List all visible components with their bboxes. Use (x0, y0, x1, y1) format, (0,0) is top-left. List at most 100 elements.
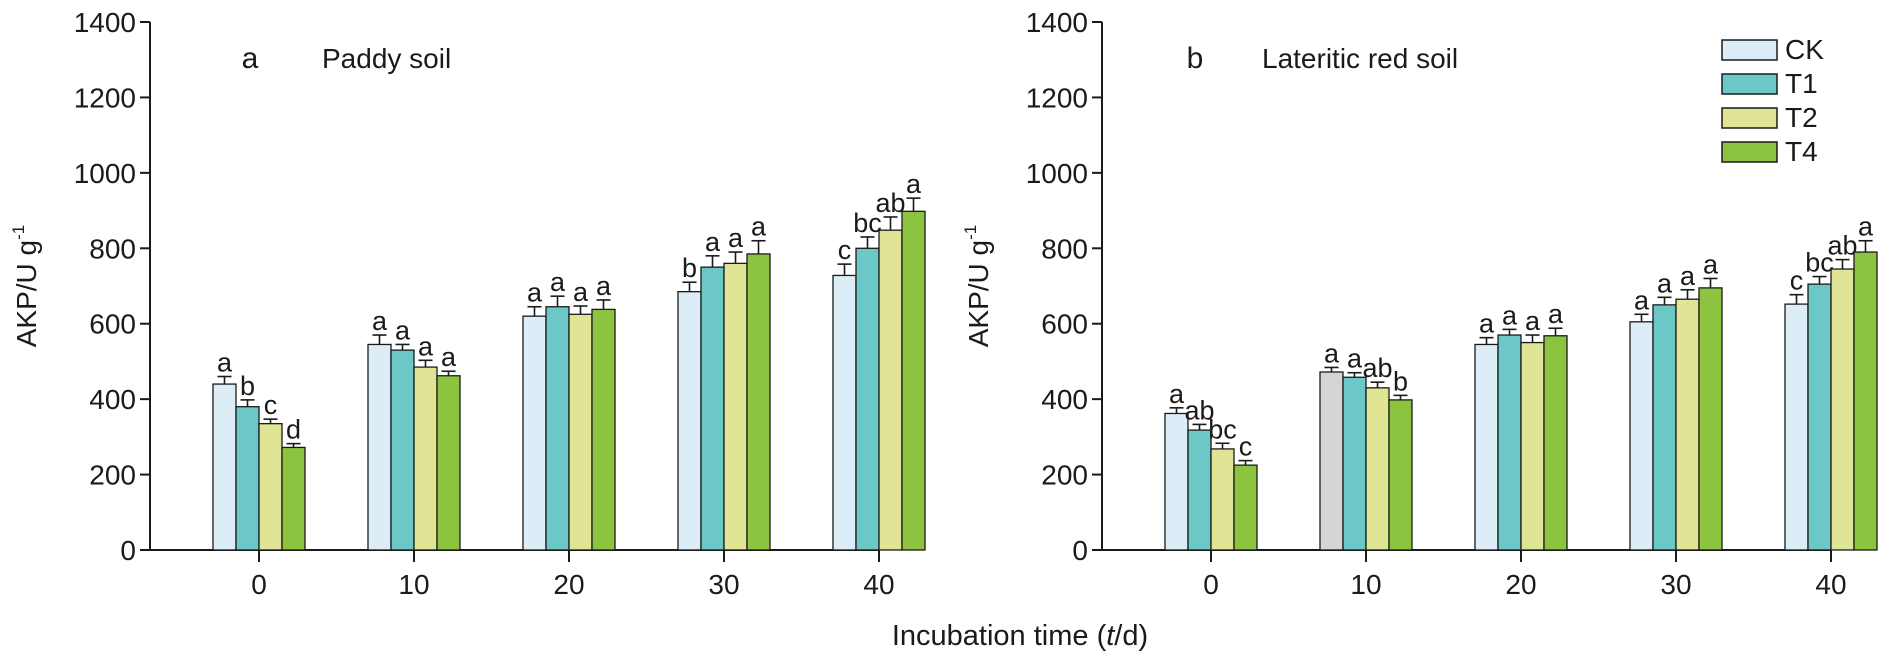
significance-label: a (372, 306, 388, 336)
significance-label: a (1858, 212, 1874, 242)
significance-label: a (751, 212, 767, 242)
significance-label: bc (1805, 248, 1834, 278)
y-tick-label: 0 (120, 535, 136, 566)
y-tick-label: 1400 (74, 7, 136, 38)
significance-label: a (217, 348, 233, 378)
y-tick-label: 800 (89, 233, 136, 264)
bar (1652, 304, 1677, 551)
panel-letter: b (1187, 42, 1204, 75)
y-tick-label: 1000 (1026, 158, 1088, 189)
significance-label: a (1657, 268, 1673, 298)
bar (1319, 371, 1344, 551)
significance-label: d (286, 415, 301, 445)
bar (1388, 399, 1413, 551)
y-tick-label: 200 (89, 460, 136, 491)
legend-swatch (1721, 39, 1778, 61)
significance-label: a (527, 278, 543, 308)
bar (832, 274, 857, 551)
bar (1784, 303, 1809, 551)
y-tick-label: 1200 (74, 82, 136, 113)
legend-swatch (1721, 73, 1778, 95)
x-tick-label: 40 (1815, 569, 1846, 600)
significance-label: ab (1362, 353, 1392, 383)
significance-label: a (1703, 249, 1719, 279)
y-tick-label: 1200 (1026, 82, 1088, 113)
significance-label: ab (875, 188, 905, 218)
significance-label: a (1502, 300, 1518, 330)
significance-label: a (1548, 299, 1564, 329)
y-axis-label: AKP/U g-1 (9, 225, 42, 348)
significance-label: a (1525, 306, 1541, 336)
bar (677, 291, 702, 551)
x-tick-label: 10 (398, 569, 429, 600)
bar (901, 210, 926, 551)
bar (545, 306, 570, 551)
bar (1365, 387, 1390, 551)
significance-label: a (1347, 344, 1363, 374)
bar (1187, 429, 1212, 551)
bar (1210, 448, 1235, 551)
bar (1474, 343, 1499, 551)
legend-label: CK (1785, 34, 1824, 65)
y-tick-label: 0 (1072, 535, 1088, 566)
bar (1164, 412, 1189, 551)
bar (1807, 283, 1832, 551)
significance-label: a (705, 227, 721, 257)
bar (700, 266, 725, 551)
bar (1629, 321, 1654, 551)
bar (1342, 376, 1367, 551)
legend-label: T2 (1785, 102, 1818, 133)
legend-label: T1 (1785, 68, 1818, 99)
bar (591, 308, 616, 551)
significance-label: a (395, 315, 411, 345)
significance-label: c (1790, 266, 1804, 296)
bar (1830, 268, 1855, 551)
bar (1497, 334, 1522, 551)
significance-label: a (1680, 261, 1696, 291)
bar (878, 229, 903, 551)
x-tick-label: 20 (1505, 569, 1536, 600)
bar (1233, 464, 1258, 551)
x-tick-label: 30 (1660, 569, 1691, 600)
legend-swatch (1721, 141, 1778, 163)
x-axis-label: Incubation time (t/d) (892, 620, 1148, 652)
significance-label: a (1479, 309, 1495, 339)
significance-label: b (240, 371, 255, 401)
bar (1520, 341, 1545, 551)
bar (855, 247, 880, 551)
x-tick-label: 20 (553, 569, 584, 600)
bar (390, 349, 415, 551)
y-tick-label: 200 (1041, 460, 1088, 491)
significance-label: a (441, 342, 457, 372)
x-tick-label: 40 (863, 569, 894, 600)
significance-label: a (1169, 379, 1185, 409)
legend-swatch (1721, 107, 1778, 129)
bar (235, 406, 260, 551)
panel-letter: a (242, 42, 259, 75)
significance-label: bc (1208, 414, 1237, 444)
bar (723, 262, 748, 551)
bar (1698, 287, 1723, 551)
significance-label: a (596, 271, 612, 301)
bar (367, 343, 392, 551)
y-tick-label: 600 (89, 309, 136, 340)
x-tick-label: 10 (1350, 569, 1381, 600)
y-tick-label: 1000 (74, 158, 136, 189)
x-tick-label: 0 (251, 569, 267, 600)
significance-label: c (264, 390, 278, 420)
bar (746, 253, 771, 551)
significance-label: c (1239, 432, 1253, 462)
significance-label: a (550, 267, 566, 297)
significance-label: a (906, 169, 922, 199)
y-tick-label: 400 (89, 384, 136, 415)
x-tick-label: 0 (1203, 569, 1219, 600)
y-tick-label: 1400 (1026, 7, 1088, 38)
y-tick-label: 400 (1041, 384, 1088, 415)
y-tick-label: 800 (1041, 233, 1088, 264)
bar (1675, 298, 1700, 551)
significance-label: ab (1184, 395, 1214, 425)
significance-label: b (682, 253, 697, 283)
